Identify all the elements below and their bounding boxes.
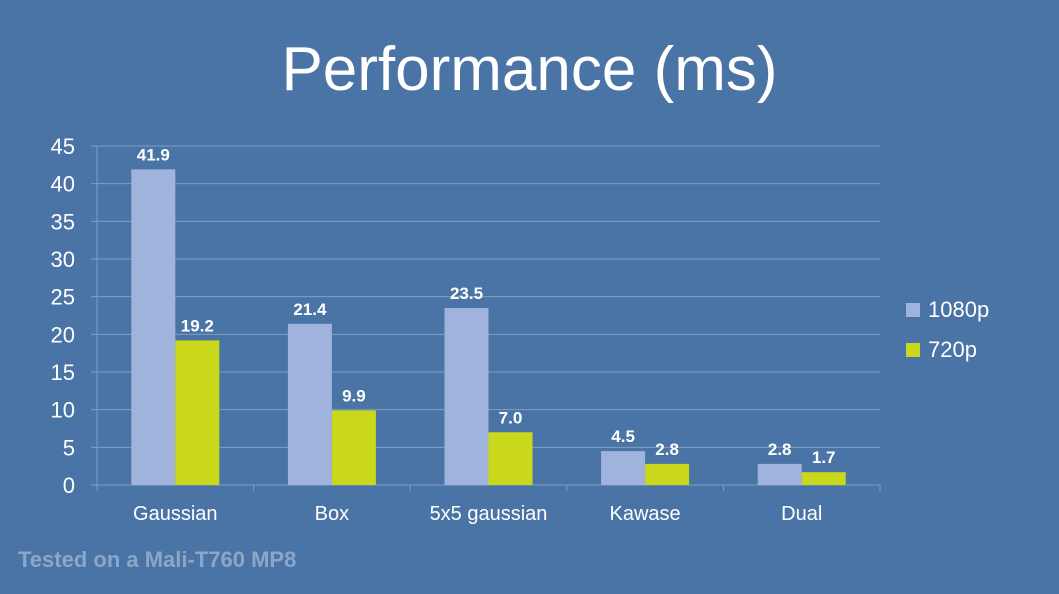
bar-720p-box — [331, 410, 376, 485]
bar-720p-5x5-gaussian — [488, 432, 533, 485]
data-label: 21.4 — [293, 300, 327, 319]
x-category-label: Box — [315, 503, 349, 525]
y-tick-label: 45 — [51, 134, 75, 159]
footnote: Tested on a Mali-T760 MP8 — [18, 547, 297, 572]
data-label: 2.8 — [768, 440, 792, 459]
data-labels: 41.9 19.2 21.4 9.9 23.5 7.0 4.5 2.8 2.8 1.7 — [137, 145, 836, 467]
bars — [131, 169, 846, 485]
y-tick-label: 20 — [51, 322, 75, 347]
bar-1080p-gaussian — [131, 169, 176, 485]
y-tick-label: 0 — [63, 473, 75, 498]
bar-1080p-5x5-gaussian — [444, 307, 489, 485]
y-axis-ticks: 0 5 10 15 20 25 30 35 40 45 — [51, 134, 75, 498]
x-category-label: Dual — [781, 503, 822, 525]
legend: 1080p 720p — [906, 297, 989, 362]
data-label: 41.9 — [137, 145, 170, 164]
data-label: 19.2 — [181, 316, 214, 335]
y-tick-label: 15 — [51, 360, 75, 385]
chart-title: Performance (ms) — [281, 35, 778, 104]
y-tick-label: 35 — [51, 209, 75, 234]
data-label: 4.5 — [611, 427, 635, 446]
bar-720p-kawase — [645, 463, 690, 485]
data-label: 1.7 — [812, 448, 836, 467]
legend-swatch-1080p — [906, 303, 920, 317]
x-category-label: Kawase — [610, 503, 681, 525]
data-label: 9.9 — [342, 386, 366, 405]
y-tick-label: 5 — [63, 435, 75, 460]
bar-1080p-box — [287, 323, 332, 485]
legend-label-1080p: 1080p — [928, 297, 989, 322]
x-axis-categories: Gaussian Box 5x5 gaussian Kawase Dual — [133, 503, 822, 525]
bar-1080p-dual — [757, 463, 802, 485]
y-tick-label: 40 — [51, 172, 75, 197]
x-category-label: Gaussian — [133, 503, 218, 525]
bar-720p-gaussian — [175, 340, 220, 485]
bar-1080p-kawase — [601, 451, 646, 485]
y-tick-label: 10 — [51, 398, 75, 423]
x-category-label: 5x5 gaussian — [430, 503, 548, 525]
data-label: 2.8 — [655, 440, 679, 459]
y-tick-label: 30 — [51, 247, 75, 272]
bar-720p-dual — [801, 472, 846, 485]
y-tick-label: 25 — [51, 285, 75, 310]
legend-swatch-720p — [906, 343, 920, 357]
data-label: 23.5 — [450, 284, 483, 303]
legend-label-720p: 720p — [928, 337, 977, 362]
data-label: 7.0 — [499, 408, 523, 427]
